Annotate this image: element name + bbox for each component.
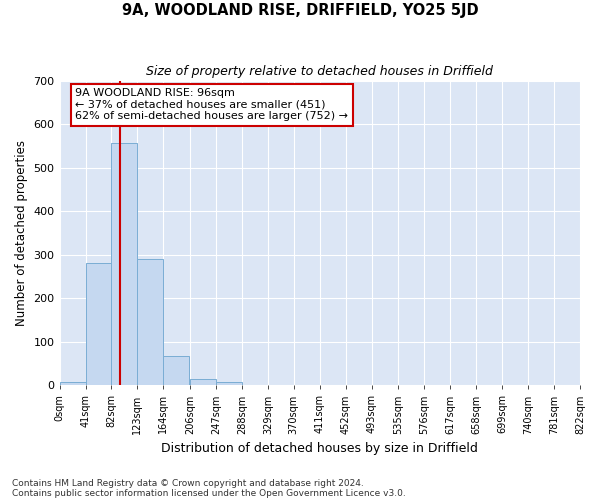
Text: Contains HM Land Registry data © Crown copyright and database right 2024.: Contains HM Land Registry data © Crown c…: [12, 478, 364, 488]
Text: Contains public sector information licensed under the Open Government Licence v3: Contains public sector information licen…: [12, 488, 406, 498]
Text: 9A, WOODLAND RISE, DRIFFIELD, YO25 5JD: 9A, WOODLAND RISE, DRIFFIELD, YO25 5JD: [122, 2, 478, 18]
Y-axis label: Number of detached properties: Number of detached properties: [15, 140, 28, 326]
Text: 9A WOODLAND RISE: 96sqm
← 37% of detached houses are smaller (451)
62% of semi-d: 9A WOODLAND RISE: 96sqm ← 37% of detache…: [75, 88, 348, 122]
Bar: [112, 143, 137, 386]
Title: Size of property relative to detached houses in Driffield: Size of property relative to detached ho…: [146, 65, 493, 78]
X-axis label: Distribution of detached houses by size in Driffield: Distribution of detached houses by size …: [161, 442, 478, 455]
Bar: [137, 259, 163, 386]
Bar: [86, 264, 112, 386]
Bar: [163, 356, 190, 386]
Bar: [216, 382, 242, 386]
Bar: [190, 379, 216, 386]
Bar: [59, 382, 86, 386]
